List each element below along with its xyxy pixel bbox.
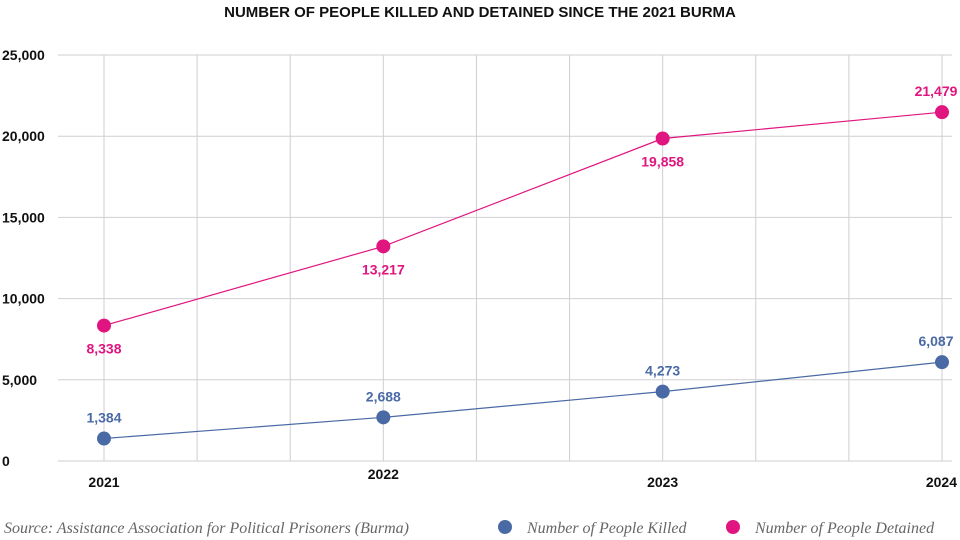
data-point: [376, 410, 391, 425]
data-point: [935, 355, 949, 370]
grid: [58, 54, 952, 462]
data-label: 19,858: [641, 154, 684, 170]
x-tick-label: 2024: [926, 474, 957, 490]
data-point: [655, 131, 670, 146]
y-tick-label: 0: [2, 453, 10, 469]
legend-marker: [498, 520, 512, 534]
data-point: [97, 318, 111, 333]
legend: Number of People Killed Number of People …: [498, 520, 935, 537]
data-point: [97, 431, 111, 446]
data-point: [935, 105, 949, 120]
data-label: 21,479: [915, 83, 958, 99]
legend-label: Number of People Killed: [526, 520, 688, 537]
y-tick-label: 10,000: [2, 291, 45, 307]
x-tick-label: 2022: [368, 466, 399, 482]
y-tick-label: 20,000: [2, 128, 45, 144]
data-label: 2,688: [366, 388, 401, 404]
series-line: [103, 361, 943, 440]
data-label: 4,273: [645, 363, 680, 379]
source-note: Source: Assistance Association for Polit…: [4, 520, 409, 537]
y-axis-ticks: 0 5,000 10,000 15,000 20,000 25,000: [2, 47, 45, 469]
data-label: 13,217: [362, 261, 405, 277]
y-tick-label: 25,000: [2, 47, 45, 63]
legend-label: Number of People Detained: [754, 520, 935, 537]
x-tick-label: 2023: [647, 474, 678, 490]
data-label: 1,384: [86, 410, 121, 426]
y-tick-label: 5,000: [2, 372, 37, 388]
data-point: [655, 384, 670, 399]
x-axis-ticks: 2021 2022 2023 2024: [88, 466, 957, 490]
x-tick-label: 2021: [88, 474, 119, 490]
data-label: 6,087: [918, 333, 953, 349]
series-line: [103, 111, 943, 327]
series: [97, 105, 949, 446]
data-point: [376, 239, 391, 254]
legend-marker: [726, 520, 740, 534]
data-label: 8,338: [86, 341, 121, 357]
y-tick-label: 15,000: [2, 209, 45, 225]
data-labels: 1,384 2,688 4,273 6,087 8,338 13,217 19,858 21,…: [86, 83, 957, 425]
chart-title: NUMBER OF PEOPLE KILLED AND DETAINED SIN…: [224, 4, 736, 21]
